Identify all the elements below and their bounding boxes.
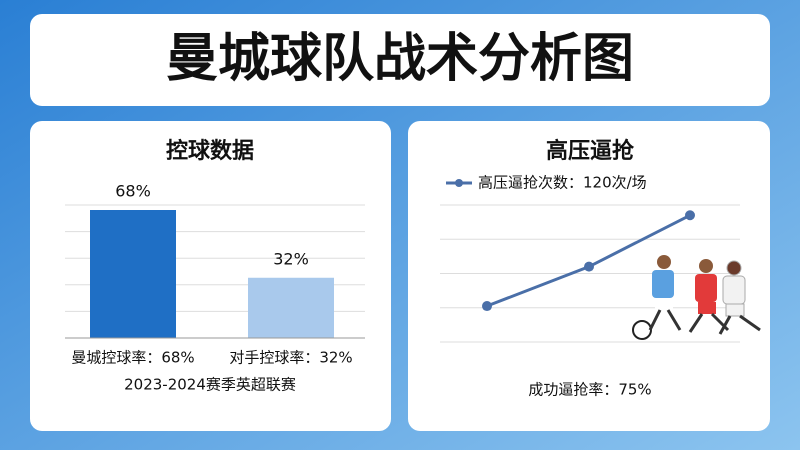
bar <box>248 277 334 338</box>
data-point <box>584 261 594 272</box>
value-label: 68% <box>115 182 151 201</box>
panel <box>408 121 770 431</box>
legend-marker <box>455 179 463 187</box>
footer-note: 2023-2024赛季英超联赛 <box>124 376 296 394</box>
value-label: 32% <box>273 249 309 268</box>
players-illustration <box>632 255 761 340</box>
page-title: 曼城球队战术分析图 <box>166 29 634 89</box>
title-card <box>30 14 770 106</box>
legend-label: 高压逼抢次数：120次/场 <box>478 174 647 192</box>
footer-note: 成功逼抢率：75% <box>528 381 651 399</box>
data-point <box>685 210 695 221</box>
data-point <box>482 301 492 312</box>
panel <box>30 121 391 431</box>
bar <box>90 210 176 338</box>
category-label: 对手控球率：32% <box>229 349 352 367</box>
chart-title: 高压逼抢 <box>546 138 635 164</box>
chart-title: 控球数据 <box>166 138 254 164</box>
category-label: 曼城控球率：68% <box>71 349 194 367</box>
